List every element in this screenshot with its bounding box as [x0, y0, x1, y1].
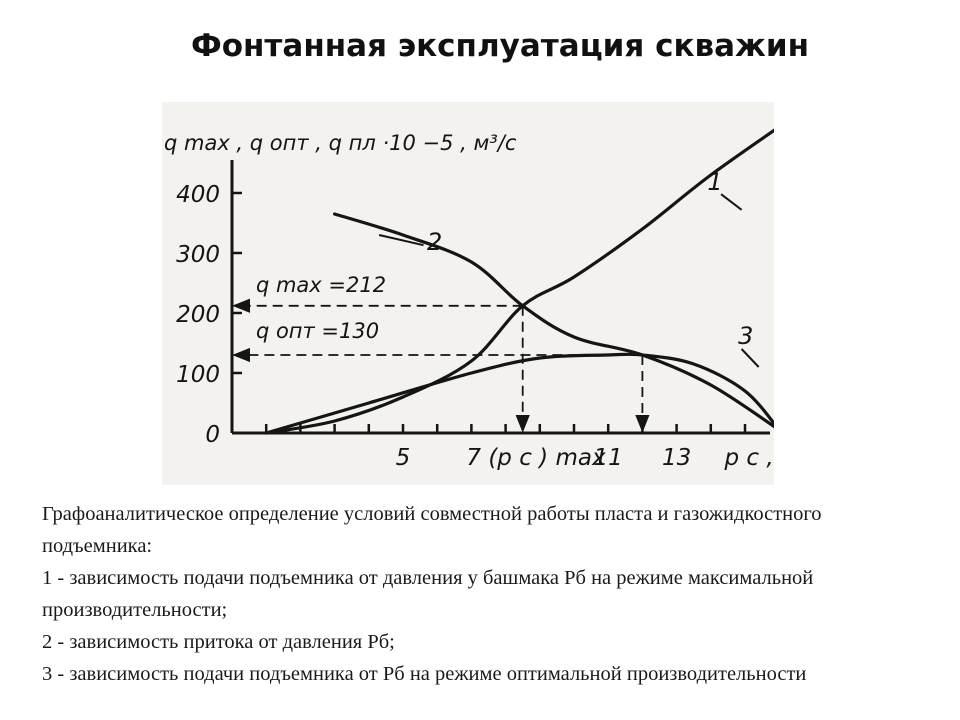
- x-tick-label: 7 (p с ) max: [466, 445, 606, 471]
- caption-line: 1 - зависимость подачи подъемника от дав…: [42, 567, 814, 621]
- caption-line: Графоаналитическое определение условий с…: [42, 503, 822, 557]
- series-leader-line: [740, 348, 760, 368]
- y-tick-label: 200: [176, 302, 220, 328]
- y-tick-label: 400: [176, 182, 220, 208]
- slide-title: Фонтанная эксплуатация скважин: [190, 28, 810, 64]
- series-leader-line: [378, 234, 424, 247]
- series-label-1: 1: [707, 168, 722, 196]
- series-curve-1: [264, 128, 774, 435]
- annotation-qmax: q max =212: [256, 273, 386, 297]
- series-curve-2: [333, 212, 774, 429]
- y-tick-label: 100: [176, 362, 220, 388]
- y-tick-label: 0: [205, 422, 220, 448]
- series-leader-line: [720, 193, 743, 211]
- x-axis-label: p с , МПа: [723, 445, 774, 471]
- figure-caption: Графоаналитическое определение условий с…: [42, 498, 922, 690]
- caption-line: 2 - зависимость притока от давления Рб;: [42, 631, 395, 653]
- caption-line: 3 - зависимость подачи подъемника от Рб …: [42, 663, 807, 685]
- annotation-qopt: q опт =130: [256, 319, 379, 343]
- x-tick-label: 5: [396, 445, 411, 471]
- y-tick-label: 300: [176, 242, 220, 268]
- series-label-3: 3: [738, 322, 753, 350]
- x-tick-label: 13: [662, 445, 691, 471]
- y-axis-label: q max , q опт , q пл ·10 −5 , м³/с: [164, 131, 517, 155]
- x-tick-label: 11: [594, 445, 623, 471]
- series-curve-3: [264, 352, 774, 435]
- series-label-2: 2: [427, 228, 442, 256]
